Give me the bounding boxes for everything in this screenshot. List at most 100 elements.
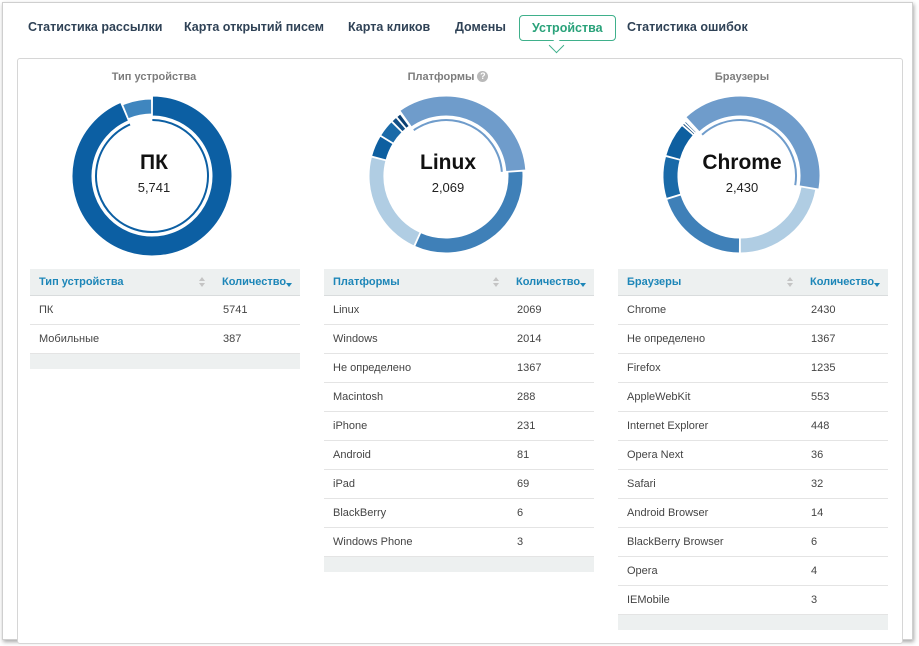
- row-name: Android: [324, 440, 507, 470]
- row-name: Macintosh: [324, 382, 507, 412]
- table-row: IEMobile 3: [618, 585, 888, 615]
- tab-mailing-stats[interactable]: Статистика рассылки: [28, 20, 163, 34]
- browsers-title: Браузеры: [714, 71, 770, 83]
- row-name: Windows Phone: [324, 527, 507, 557]
- row-count: 2069: [507, 295, 594, 325]
- table-row: Opera 4: [618, 556, 888, 586]
- devices-panel: Тип устройства ПК 5,741 Тип устройства К…: [17, 58, 903, 644]
- row-name: iPhone: [324, 411, 507, 441]
- table-row: Opera Next 36: [618, 440, 888, 470]
- donut-slice-macintosh[interactable]: [371, 135, 394, 161]
- row-name: iPad: [324, 469, 507, 499]
- table-row: Safari 32: [618, 469, 888, 499]
- table-row: BlackBerry Browser 6: [618, 527, 888, 557]
- donut-slice-internet-explorer[interactable]: [665, 124, 694, 161]
- row-count: 2014: [507, 324, 594, 354]
- row-name: Chrome: [618, 295, 801, 325]
- row-name: Не определено: [618, 324, 801, 354]
- table-row: Macintosh 288: [324, 382, 594, 412]
- platforms-center-label: Linux: [420, 151, 476, 174]
- donut-slice-safari[interactable]: [683, 120, 697, 134]
- row-count: 1367: [507, 353, 594, 383]
- row-count: 387: [213, 324, 300, 354]
- column-header-count[interactable]: Количество: [213, 269, 300, 296]
- sort-desc-icon[interactable]: [580, 277, 586, 287]
- row-name: Не определено: [324, 353, 507, 383]
- donut-slice-windows[interactable]: [414, 170, 524, 254]
- row-name: Windows: [324, 324, 507, 354]
- row-count: 6: [801, 527, 888, 557]
- donut-slice-iphone[interactable]: [379, 121, 403, 144]
- table-row: AppleWebKit 553: [618, 382, 888, 412]
- donut-slice-firefox[interactable]: [666, 194, 741, 254]
- platforms-donut-chart: [368, 95, 527, 254]
- table-row: Windows 2014: [324, 324, 594, 354]
- table-row: Chrome 2430: [618, 295, 888, 325]
- donut-slice-applewebkit[interactable]: [662, 155, 682, 200]
- donut-slice-android-browser[interactable]: [685, 119, 698, 133]
- sort-desc-icon[interactable]: [874, 277, 880, 287]
- sort-desc-icon[interactable]: [286, 277, 292, 287]
- donut-slice-ipad[interactable]: [396, 113, 410, 130]
- donut-slice-мобильные[interactable]: [122, 98, 153, 120]
- table-footer: [618, 615, 888, 630]
- row-name: Opera Next: [618, 440, 801, 470]
- row-count: 1367: [801, 324, 888, 354]
- table-row: Android 81: [324, 440, 594, 470]
- table-row: BlackBerry 6: [324, 498, 594, 528]
- device-type-donut-chart: [71, 95, 233, 257]
- column-header-name[interactable]: Платформы: [324, 269, 507, 296]
- sort-icon[interactable]: [787, 277, 793, 287]
- browsers-center-value: 2,430: [725, 180, 759, 195]
- row-count: 553: [801, 382, 888, 412]
- table-row: Android Browser 14: [618, 498, 888, 528]
- browsers-donut-chart: [662, 95, 821, 254]
- column-header-count[interactable]: Количество: [801, 269, 888, 296]
- device-type-center-label: ПК: [140, 151, 168, 174]
- tab-error-stats[interactable]: Статистика ошибок: [627, 20, 748, 34]
- device-type-center-value: 5,741: [137, 180, 171, 195]
- tab-devices[interactable]: Устройства: [519, 15, 616, 41]
- table-row: Не определено 1367: [324, 353, 594, 383]
- column-header-name[interactable]: Браузеры: [618, 269, 801, 296]
- platforms-table: Платформы Количество Linux 2069 Windows 201…: [324, 269, 594, 557]
- donut-slice-opera-next[interactable]: [681, 122, 696, 136]
- help-icon[interactable]: ?: [477, 71, 489, 82]
- table-footer: [324, 557, 594, 572]
- donut-slice-не-определено[interactable]: [739, 186, 817, 254]
- platforms-center-value: 2,069: [431, 180, 465, 195]
- row-count: 231: [507, 411, 594, 441]
- donut-slice-chrome[interactable]: [685, 95, 821, 190]
- row-count: 69: [507, 469, 594, 499]
- row-name: Firefox: [618, 353, 801, 383]
- row-name: Linux: [324, 295, 507, 325]
- donut-slice-не-определено[interactable]: [368, 156, 421, 247]
- donut-highlight-arc: [413, 119, 503, 172]
- device-type-table: Тип устройства Количество ПК 5741 Мобильны…: [30, 269, 300, 354]
- row-count: 5741: [213, 295, 300, 325]
- row-name: ПК: [30, 295, 213, 325]
- row-name: BlackBerry: [324, 498, 507, 528]
- tab-opens-map[interactable]: Карта открытий писем: [184, 20, 324, 34]
- row-count: 32: [801, 469, 888, 499]
- table-footer: [30, 354, 300, 369]
- donut-slice-android[interactable]: [391, 116, 407, 133]
- donut-slice-пк[interactable]: [71, 95, 233, 257]
- row-name: IEMobile: [618, 585, 801, 615]
- row-name: Android Browser: [618, 498, 801, 528]
- row-count: 288: [507, 382, 594, 412]
- tab-domains[interactable]: Домены: [455, 20, 506, 34]
- row-name: Мобильные: [30, 324, 213, 354]
- sort-icon[interactable]: [199, 277, 205, 287]
- donut-slice-linux[interactable]: [399, 95, 527, 173]
- column-header-name[interactable]: Тип устройства: [30, 269, 213, 296]
- column-header-count[interactable]: Количество: [507, 269, 594, 296]
- row-count: 448: [801, 411, 888, 441]
- table-row: Firefox 1235: [618, 353, 888, 383]
- row-count: 4: [801, 556, 888, 586]
- sort-icon[interactable]: [493, 277, 499, 287]
- tab-clicks-map[interactable]: Карта кликов: [348, 20, 431, 34]
- row-name: AppleWebKit: [618, 382, 801, 412]
- row-count: 14: [801, 498, 888, 528]
